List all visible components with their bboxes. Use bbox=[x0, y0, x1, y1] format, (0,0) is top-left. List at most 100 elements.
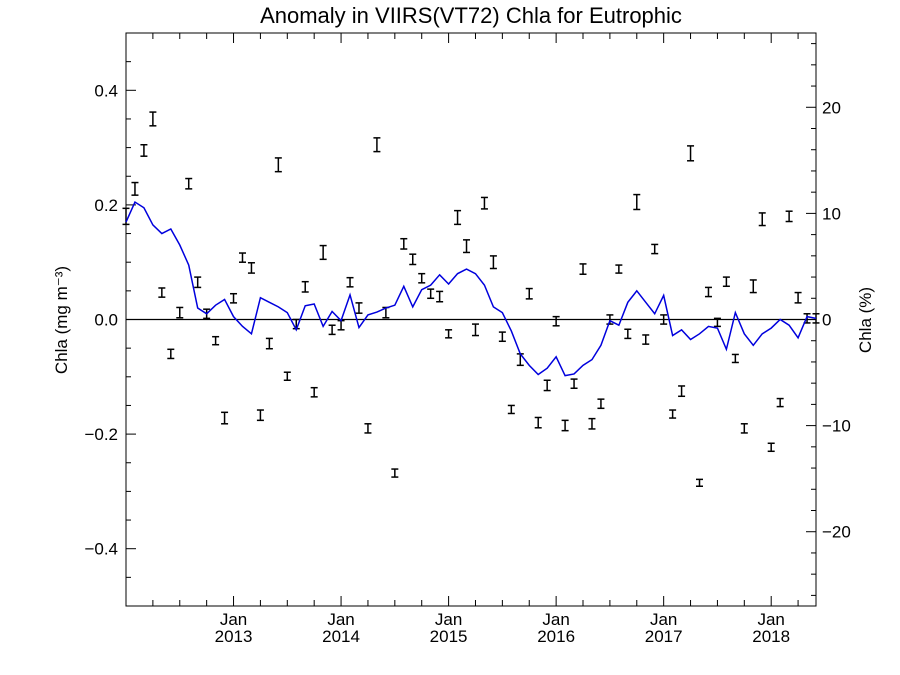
errorbar-point bbox=[247, 262, 255, 274]
errorbar-point bbox=[301, 280, 309, 293]
x-tick-year-label: 2017 bbox=[645, 627, 683, 646]
errorbar-point bbox=[767, 442, 775, 453]
right-tick-label: −10 bbox=[822, 417, 851, 436]
errorbar-series bbox=[122, 111, 820, 487]
left-tick-label: 0.4 bbox=[94, 81, 118, 100]
errorbar-point bbox=[498, 331, 506, 343]
errorbar-point bbox=[176, 306, 184, 319]
errorbar-point bbox=[364, 423, 372, 434]
chart-title: Anomaly in VIIRS(VT72) Chla for Eutrophi… bbox=[260, 3, 682, 28]
errorbar-point bbox=[749, 279, 757, 294]
right-tick-label: 0 bbox=[822, 311, 831, 330]
errorbar-point bbox=[534, 416, 542, 429]
x-tick-year-label: 2015 bbox=[430, 627, 468, 646]
errorbar-point bbox=[373, 137, 381, 153]
errorbar-point bbox=[418, 272, 426, 284]
errorbar-point bbox=[167, 348, 175, 360]
errorbar-point bbox=[319, 244, 327, 261]
left-tick-label: 0.2 bbox=[94, 196, 118, 215]
errorbar-point bbox=[463, 239, 471, 254]
errorbar-point bbox=[624, 328, 632, 340]
errorbar-point bbox=[615, 264, 623, 274]
errorbar-point bbox=[283, 371, 291, 381]
errorbar-point bbox=[256, 409, 264, 422]
errorbar-point bbox=[265, 337, 273, 350]
x-tick-year-label: 2016 bbox=[537, 627, 575, 646]
errorbar-point bbox=[678, 385, 686, 398]
errorbar-point bbox=[687, 145, 695, 162]
errorbar-point bbox=[507, 404, 515, 415]
errorbar-point bbox=[713, 317, 721, 328]
x-tick-month-label: Jan bbox=[220, 610, 247, 629]
errorbar-point bbox=[274, 157, 282, 173]
errorbar-point bbox=[731, 353, 739, 364]
errorbar-point bbox=[704, 286, 712, 298]
right-tick-label: −20 bbox=[822, 523, 851, 542]
errorbar-point bbox=[642, 334, 650, 345]
errorbar-point bbox=[651, 243, 659, 255]
errorbar-point bbox=[409, 253, 417, 266]
errorbar-point bbox=[588, 417, 596, 430]
errorbar-point bbox=[579, 263, 587, 275]
y-axis-title-right: Chla (%) bbox=[856, 287, 875, 353]
errorbar-point bbox=[570, 378, 578, 390]
errorbar-point bbox=[561, 419, 569, 432]
errorbar-point bbox=[149, 111, 157, 127]
errorbar-point bbox=[230, 292, 238, 304]
errorbar-point bbox=[660, 314, 668, 325]
x-tick-month-label: Jan bbox=[650, 610, 677, 629]
left-tick-label: −0.2 bbox=[84, 425, 118, 444]
errorbar-point bbox=[471, 323, 479, 337]
x-axis: Jan2013Jan2014Jan2015Jan2016Jan2017Jan20… bbox=[125, 33, 799, 646]
errorbar-point bbox=[346, 276, 354, 288]
y-axis-title-left: Chla (mg m⁻³) bbox=[52, 266, 71, 374]
errorbar-point bbox=[525, 287, 533, 300]
errorbar-point bbox=[597, 398, 605, 410]
right-tick-label: 20 bbox=[822, 98, 841, 117]
errorbar-point bbox=[310, 386, 318, 398]
right-axis: −20 −10 0 10 20 bbox=[806, 43, 851, 596]
errorbar-point bbox=[776, 397, 784, 408]
left-axis: −0.4 −0.2 0.0 0.2 0.4 bbox=[84, 32, 136, 607]
errorbar-point bbox=[516, 353, 524, 367]
errorbar-point bbox=[328, 324, 336, 336]
x-tick-year-label: 2013 bbox=[215, 627, 253, 646]
x-tick-month-label: Jan bbox=[542, 610, 569, 629]
errorbar-point bbox=[131, 181, 139, 196]
errorbar-point bbox=[355, 302, 363, 314]
x-tick-month-label: Jan bbox=[435, 610, 462, 629]
errorbar-point bbox=[337, 319, 345, 331]
errorbar-point bbox=[669, 409, 677, 419]
errorbar-point bbox=[140, 143, 148, 157]
errorbar-point bbox=[480, 196, 488, 210]
left-tick-label: −0.4 bbox=[84, 540, 118, 559]
errorbar-point bbox=[427, 288, 435, 300]
x-tick-year-label: 2018 bbox=[752, 627, 790, 646]
anomaly-line bbox=[125, 200, 817, 377]
errorbar-point bbox=[391, 468, 399, 478]
errorbar-point bbox=[158, 287, 166, 298]
errorbar-point bbox=[221, 411, 229, 425]
errorbar-point bbox=[785, 210, 793, 223]
errorbar-point bbox=[212, 335, 220, 346]
errorbar-point bbox=[543, 379, 551, 392]
errorbar-point bbox=[185, 177, 193, 190]
errorbar-point bbox=[436, 290, 444, 303]
errorbar-point bbox=[758, 212, 766, 227]
errorbar-point bbox=[552, 315, 560, 327]
errorbar-point bbox=[238, 252, 246, 263]
left-tick-label: 0.0 bbox=[94, 311, 118, 330]
x-tick-month-label: Jan bbox=[757, 610, 784, 629]
errorbar-point bbox=[722, 276, 730, 288]
errorbar-point bbox=[794, 291, 802, 304]
errorbar-point bbox=[633, 193, 641, 211]
errorbar-point bbox=[400, 237, 408, 250]
right-tick-label: 10 bbox=[822, 204, 841, 223]
errorbar-point bbox=[454, 209, 462, 226]
x-tick-year-label: 2014 bbox=[322, 627, 360, 646]
errorbar-point bbox=[489, 255, 497, 270]
errorbar-point bbox=[194, 276, 202, 289]
errorbar-point bbox=[445, 329, 453, 339]
errorbar-point bbox=[812, 313, 820, 324]
